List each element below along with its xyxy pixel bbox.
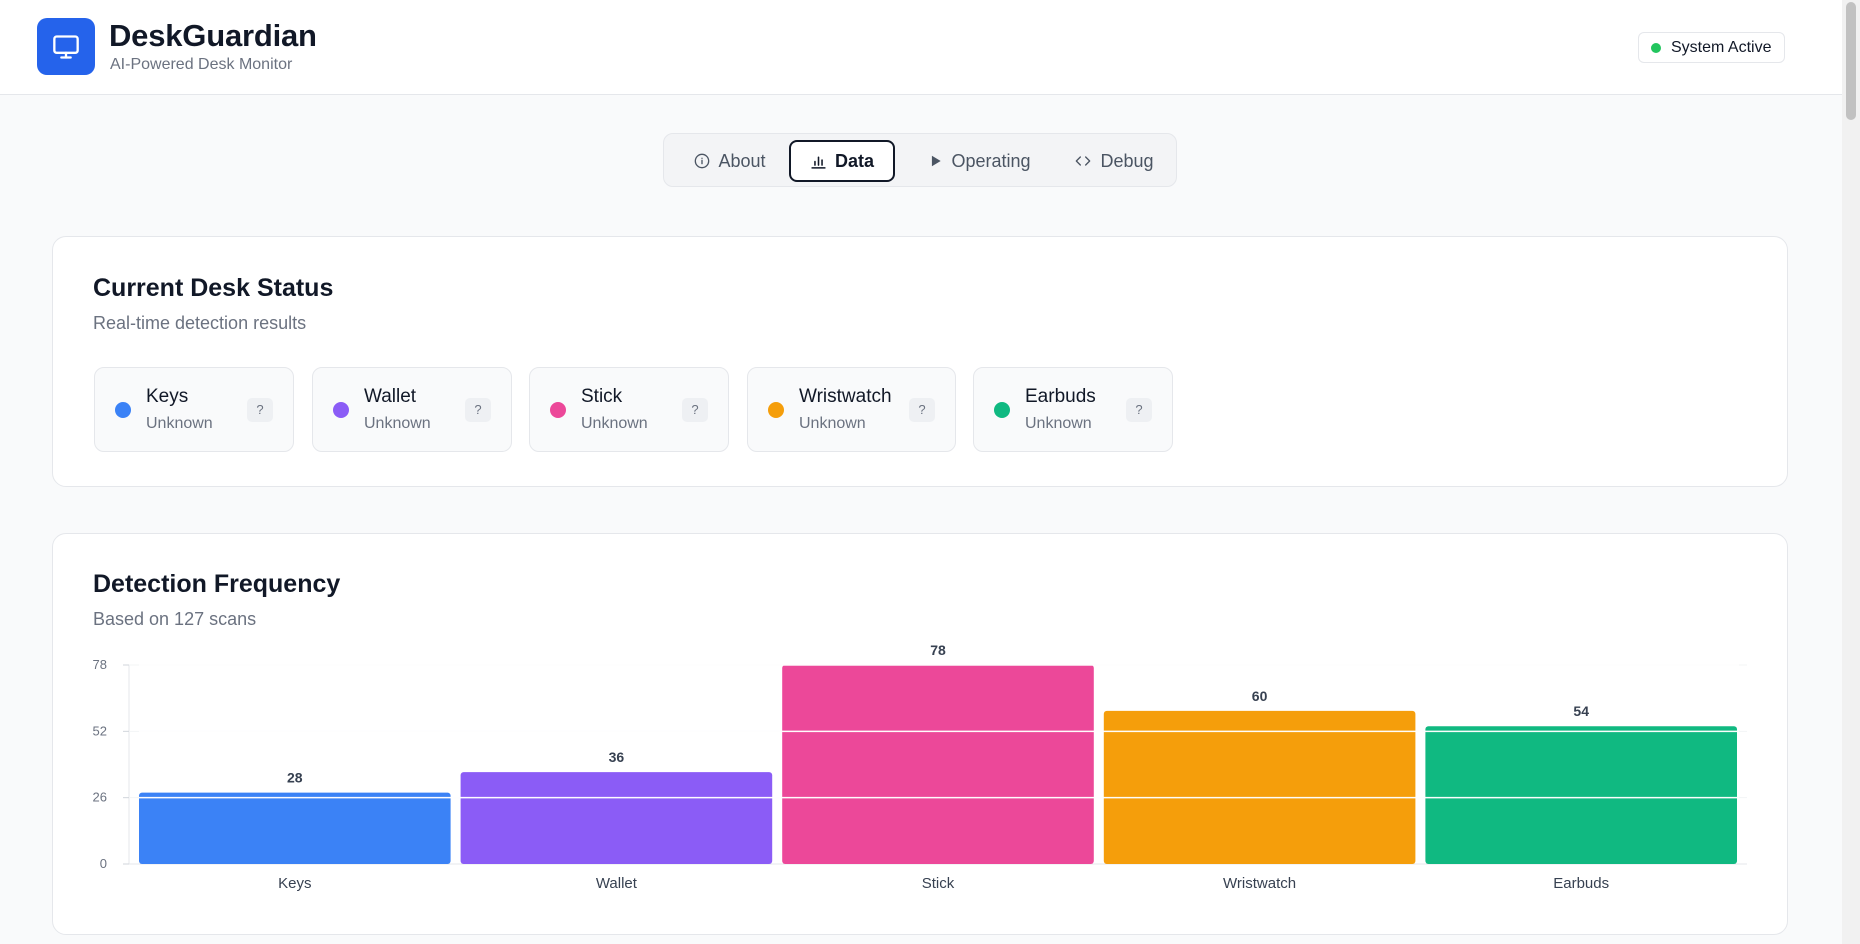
x-tick-label: Wristwatch bbox=[1223, 875, 1296, 892]
status-item-name: Stick bbox=[581, 386, 623, 407]
scrollbar-thumb[interactable] bbox=[1846, 2, 1856, 120]
tab-debug[interactable]: Debug bbox=[1064, 140, 1164, 182]
info-icon bbox=[695, 153, 710, 169]
status-dot-icon bbox=[1651, 42, 1661, 53]
detection-frequency-card: Detection Frequency Based on 127 scans 2… bbox=[52, 533, 1788, 935]
status-item-name: Earbuds bbox=[1025, 386, 1096, 407]
desk-status-subtitle: Real-time detection results bbox=[93, 313, 307, 333]
status-item-wallet: Wallet Unknown ? bbox=[312, 367, 512, 452]
app-subtitle: AI-Powered Desk Monitor bbox=[110, 56, 293, 73]
system-status-label: System Active bbox=[1671, 38, 1772, 56]
y-tick-label: 52 bbox=[93, 723, 107, 738]
desk-status-card: Current Desk Status Real-time detection … bbox=[52, 236, 1788, 487]
status-item-badge: ? bbox=[247, 398, 273, 422]
tab-debug-label: Debug bbox=[1100, 150, 1154, 171]
status-item-state: Unknown bbox=[581, 415, 648, 432]
x-tick-label: Wallet bbox=[596, 875, 638, 892]
tab-about[interactable]: About bbox=[682, 140, 778, 182]
frequency-subtitle: Based on 127 scans bbox=[93, 609, 257, 629]
status-item-stick: Stick Unknown ? bbox=[529, 367, 729, 452]
status-item-badge: ? bbox=[682, 398, 708, 422]
tab-operating-label: Operating bbox=[951, 150, 1031, 171]
bar-value-label: 54 bbox=[1573, 703, 1589, 719]
status-item-badge: ? bbox=[909, 398, 935, 422]
page-scrollbar[interactable] bbox=[1842, 0, 1860, 944]
detection-frequency-chart: 28 Keys 36 Wallet 78 Stick 60 Wristwatch 54 Earbu… bbox=[93, 642, 1747, 892]
status-item-wristwatch: Wristwatch Unknown ? bbox=[747, 367, 956, 452]
status-item-dot bbox=[333, 402, 349, 418]
tab-about-label: About bbox=[718, 150, 766, 171]
bar-value-label: 60 bbox=[1252, 688, 1268, 704]
app-header: DeskGuardian AI-Powered Desk Monitor Sys… bbox=[0, 0, 1842, 95]
status-item-state: Unknown bbox=[146, 415, 213, 432]
status-item-badge: ? bbox=[465, 398, 491, 422]
bar-wallet[interactable] bbox=[460, 772, 773, 864]
status-item-dot bbox=[768, 402, 784, 418]
x-tick-label: Stick bbox=[922, 875, 955, 892]
status-item-name: Wallet bbox=[364, 386, 417, 407]
play-icon bbox=[932, 155, 942, 167]
status-item-badge: ? bbox=[1126, 398, 1152, 422]
x-tick-label: Earbuds bbox=[1553, 875, 1609, 892]
status-item-keys: Keys Unknown ? bbox=[94, 367, 294, 452]
status-item-name: Keys bbox=[146, 386, 189, 407]
status-item-state: Unknown bbox=[799, 415, 866, 432]
status-item-state: Unknown bbox=[364, 415, 431, 432]
desk-status-title: Current Desk Status bbox=[93, 274, 334, 302]
bar-stick[interactable] bbox=[782, 665, 1094, 864]
monitor-icon bbox=[37, 18, 95, 75]
y-tick-label: 78 bbox=[93, 657, 107, 672]
status-item-earbuds: Earbuds Unknown ? bbox=[973, 367, 1173, 452]
y-tick-label: 26 bbox=[93, 790, 107, 805]
status-item-dot bbox=[550, 402, 566, 418]
bar-keys[interactable] bbox=[139, 792, 451, 864]
bar-value-label: 28 bbox=[287, 770, 303, 786]
system-status-badge: System Active bbox=[1638, 32, 1785, 63]
tab-data-label: Data bbox=[834, 150, 874, 171]
frequency-title: Detection Frequency bbox=[93, 570, 341, 598]
y-tick-label: 0 bbox=[100, 856, 107, 871]
status-item-dot bbox=[115, 402, 131, 418]
x-tick-label: Keys bbox=[278, 875, 311, 892]
bar-value-label: 78 bbox=[930, 642, 946, 658]
bar-earbuds[interactable] bbox=[1425, 726, 1737, 864]
status-item-state: Unknown bbox=[1025, 415, 1092, 432]
status-item-name: Wristwatch bbox=[799, 386, 892, 407]
status-item-dot bbox=[994, 402, 1010, 418]
bar-chart-icon bbox=[811, 155, 826, 169]
bar-wristwatch[interactable] bbox=[1103, 710, 1416, 864]
tab-data[interactable]: Data bbox=[789, 140, 895, 182]
tab-operating[interactable]: Operating bbox=[905, 140, 1055, 182]
code-icon bbox=[1076, 156, 1091, 166]
bar-value-label: 36 bbox=[609, 749, 625, 765]
app-title: DeskGuardian bbox=[109, 18, 317, 53]
tab-bar: About Data Operating Debug bbox=[663, 133, 1177, 187]
